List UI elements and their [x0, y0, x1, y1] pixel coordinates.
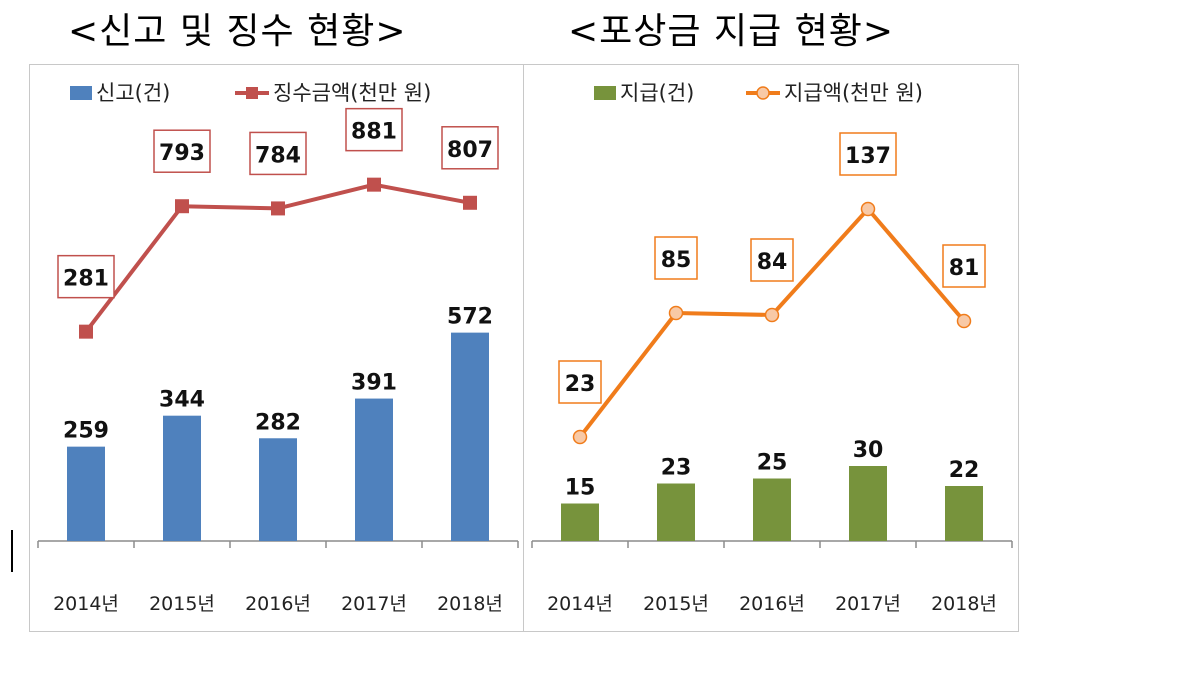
rewards-line-value-label: 137 — [845, 144, 891, 169]
rewards-line-value-label: 84 — [757, 250, 788, 275]
reports-line-label-box — [153, 129, 211, 173]
reports-x-tick-label: 2018년 — [437, 593, 503, 615]
rewards-x-tick-label: 2014년 — [547, 593, 613, 615]
rewards-bar-2014년 — [561, 503, 599, 541]
rewards-bar-value-label: 23 — [661, 456, 692, 481]
reports-bar-value-label: 282 — [255, 410, 301, 435]
rewards-x-tick-label: 2017년 — [835, 593, 901, 615]
reports-bar-value-label: 344 — [159, 388, 205, 413]
reports-x-tick-label: 2017년 — [341, 593, 407, 615]
reports-line-label-box — [249, 131, 307, 176]
rewards-line-point-2016년 — [764, 307, 780, 323]
chart-title-right: <포상금 지급 현황> — [568, 11, 895, 52]
chart-panel-rewards: 지급(건) 지급액(천만 원) 15 2014년 23 2015년 25 2016년 30 201… — [523, 64, 1019, 632]
rewards-line-value-label: 81 — [949, 256, 980, 281]
reports-line-value-label: 281 — [63, 267, 109, 292]
rewards-bar-value-label: 22 — [949, 458, 980, 483]
chart-reports-svg: 신고(건) 징수금액(천만 원) 259 2014년 344 2015년 282 2016년 3… — [37, 81, 519, 615]
rewards-x-tick-label: 2018년 — [931, 593, 997, 615]
rewards-bar-2017년 — [849, 466, 887, 541]
reports-line-label-box — [345, 107, 403, 152]
chart-panel-reports: 신고(건) 징수금액(천만 원) 259 2014년 344 2015년 282 2016년 3… — [29, 64, 525, 632]
rewards-line-point-2015년 — [668, 305, 684, 321]
rewards-bar-2016년 — [753, 478, 791, 541]
reports-line-value-label: 793 — [159, 141, 205, 166]
reports-line-point-2016년 — [271, 201, 285, 216]
reports-x-tick-label: 2015년 — [149, 593, 215, 615]
rewards-bar-value-label: 15 — [565, 476, 596, 501]
rewards-legend-bar-label: 지급(건) — [620, 81, 694, 105]
reports-legend-bar-label: 신고(건) — [96, 81, 170, 105]
reports-line-value-label: 807 — [447, 138, 493, 163]
reports-legend-line-label: 징수금액(천만 원) — [273, 81, 431, 105]
rewards-x-tick-label: 2015년 — [643, 593, 709, 615]
rewards-line-point-2018년 — [956, 313, 972, 329]
rewards-legend: 지급(건) 지급액(천만 원) — [594, 81, 923, 105]
text-cursor — [11, 530, 13, 572]
reports-bar-value-label: 572 — [447, 305, 493, 330]
reports-bar-2014년 — [67, 446, 105, 541]
rewards-line-label-box — [750, 238, 794, 282]
rewards-legend-line-label: 지급액(천만 원) — [784, 81, 923, 105]
rewards-legend-bar-swatch — [594, 86, 616, 100]
rewards-line-value-label: 85 — [661, 248, 692, 273]
reports-legend-bar-swatch — [70, 86, 92, 100]
reports-bar-2018년 — [451, 332, 489, 541]
rewards-x-tick-label: 2016년 — [739, 593, 805, 615]
reports-line-value-label: 881 — [351, 120, 397, 145]
reports-line-point-2014년 — [79, 324, 93, 339]
reports-x-tick-label: 2014년 — [53, 593, 119, 615]
rewards-line-label-box — [942, 244, 986, 288]
reports-line-label-box — [441, 126, 499, 170]
rewards-bar-value-label: 30 — [853, 438, 884, 463]
reports-x-tick-label: 2016년 — [245, 593, 311, 615]
reports-line-point-2017년 — [367, 177, 381, 192]
reports-line-label-box — [57, 254, 115, 299]
rewards-line-point-2017년 — [860, 201, 876, 217]
chart-rewards-svg: 지급(건) 지급액(천만 원) 15 2014년 23 2015년 25 2016년 30 201… — [531, 81, 1013, 615]
reports-legend: 신고(건) 징수금액(천만 원) — [70, 81, 431, 105]
reports-line-point-2018년 — [463, 195, 477, 210]
reports-bar-2015년 — [163, 415, 201, 541]
rewards-bar-2018년 — [945, 486, 983, 541]
rewards-legend-line-marker — [756, 86, 770, 100]
rewards-bar-value-label: 25 — [757, 451, 788, 476]
reports-bar-value-label: 391 — [351, 371, 397, 396]
rewards-line-point-2014년 — [572, 429, 588, 445]
reports-line-value-label: 784 — [255, 143, 301, 168]
chart-title-left: <신고 및 징수 현황> — [68, 11, 407, 52]
reports-line-point-2015년 — [175, 199, 189, 214]
reports-bar-value-label: 259 — [63, 419, 109, 444]
rewards-line-label-box — [654, 236, 698, 280]
reports-legend-line-marker — [246, 87, 258, 99]
rewards-line-value-label: 23 — [565, 372, 596, 397]
reports-bar-2017년 — [355, 398, 393, 541]
rewards-line-label-box — [558, 360, 602, 404]
rewards-line-label-box — [839, 132, 897, 176]
rewards-bar-2015년 — [657, 483, 695, 541]
reports-bar-2016년 — [259, 438, 297, 541]
